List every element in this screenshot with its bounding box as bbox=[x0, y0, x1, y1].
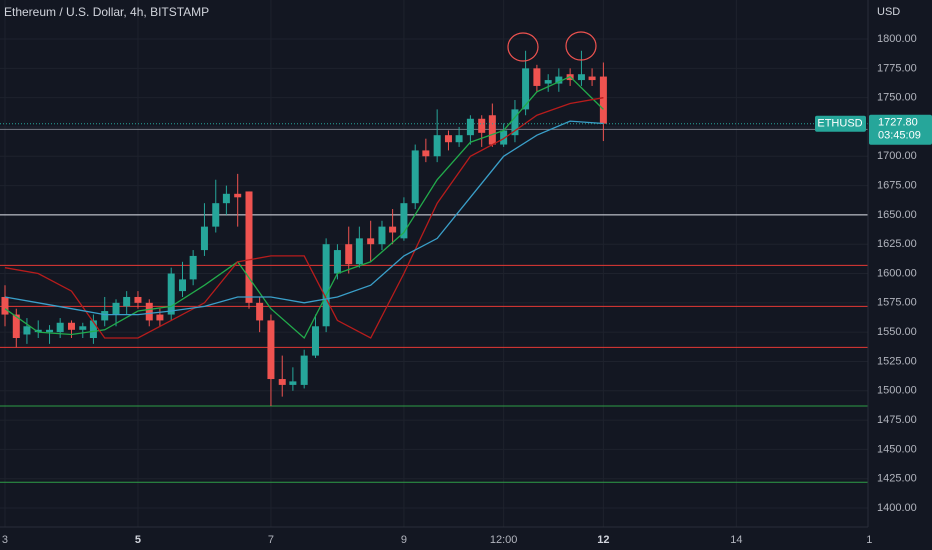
x-tick-label: 12 bbox=[597, 534, 609, 546]
x-tick-label: 3 bbox=[2, 534, 8, 546]
candle-body bbox=[189, 255, 197, 280]
x-tick-label: 7 bbox=[268, 534, 274, 546]
currency: USD bbox=[877, 6, 900, 18]
candle-body bbox=[145, 302, 153, 321]
candle-body bbox=[56, 322, 64, 333]
y-tick-label: 1400.00 bbox=[877, 502, 917, 514]
candle-body bbox=[478, 118, 486, 133]
candle-body bbox=[67, 322, 75, 330]
candle-body bbox=[466, 118, 474, 136]
candle-body bbox=[500, 130, 508, 145]
candle-body bbox=[179, 279, 187, 292]
candle-body bbox=[23, 326, 31, 335]
plot bbox=[0, 50, 868, 483]
y-tick-label: 1525.00 bbox=[877, 355, 917, 367]
candle-body bbox=[311, 326, 319, 356]
x-tick-label: 12:00 bbox=[490, 534, 518, 546]
candle-body bbox=[101, 311, 109, 321]
candle-body bbox=[134, 296, 142, 303]
candle-body bbox=[212, 203, 220, 227]
candle-body bbox=[533, 68, 541, 86]
y-tick-label: 1550.00 bbox=[877, 326, 917, 338]
candle-body bbox=[577, 74, 585, 81]
candle-body bbox=[222, 193, 230, 204]
candle-body bbox=[411, 150, 419, 204]
y-tick-label: 1500.00 bbox=[877, 385, 917, 397]
symbol-tag-bg bbox=[815, 115, 866, 132]
y-tick-label: 1600.00 bbox=[877, 267, 917, 279]
candle-body bbox=[46, 329, 54, 333]
time-axis bbox=[0, 527, 868, 550]
price-tag: 1727.80 bbox=[878, 117, 918, 129]
candle-body bbox=[89, 320, 97, 339]
candle-body bbox=[245, 191, 253, 303]
ma-line bbox=[4, 97, 604, 339]
candle-body bbox=[588, 76, 596, 81]
candle-body bbox=[378, 226, 386, 245]
candle-body bbox=[34, 329, 42, 333]
symbol-tag: ETHUSD bbox=[817, 118, 862, 130]
candle-body bbox=[522, 68, 530, 110]
ma-line bbox=[4, 120, 604, 316]
candle-body bbox=[422, 150, 430, 157]
candle-body bbox=[12, 314, 20, 339]
x-tick-label: 1 bbox=[866, 534, 872, 546]
y-tick-label: 1675.00 bbox=[877, 179, 917, 191]
y-tick-label: 1800.00 bbox=[877, 33, 917, 45]
candle-body bbox=[267, 320, 275, 380]
y-tick-label: 1575.00 bbox=[877, 297, 917, 309]
candle-body bbox=[433, 135, 441, 157]
candle-body bbox=[256, 302, 264, 321]
candle-body bbox=[345, 244, 353, 265]
chart-title: Ethereum / U.S. Dollar, 4h, BITSTAMP bbox=[4, 5, 209, 19]
candle-body bbox=[112, 302, 120, 315]
y-tick-label: 1450.00 bbox=[877, 443, 917, 455]
annotation-circle bbox=[565, 31, 597, 61]
candle-body bbox=[389, 226, 397, 233]
price-tag-bg bbox=[869, 114, 932, 145]
candle-body bbox=[79, 326, 87, 330]
ma-line bbox=[4, 75, 604, 340]
candle-body bbox=[156, 314, 164, 321]
y-tick-label: 1750.00 bbox=[877, 92, 917, 104]
candle-body bbox=[455, 135, 463, 143]
y-tick-label: 1775.00 bbox=[877, 62, 917, 74]
x-tick-label: 5 bbox=[135, 534, 141, 546]
candle-body bbox=[123, 296, 131, 307]
x-tick-label: 9 bbox=[401, 534, 407, 546]
candle-body bbox=[200, 226, 208, 251]
annotation-circle bbox=[507, 32, 539, 62]
candle-body bbox=[289, 381, 297, 385]
candle-body bbox=[1, 296, 9, 315]
candle-body bbox=[444, 135, 452, 143]
candle-body bbox=[511, 109, 519, 136]
y-tick-label: 1475.00 bbox=[877, 414, 917, 426]
y-tick-label: 1425.00 bbox=[877, 473, 917, 485]
candle-body bbox=[367, 238, 375, 245]
candle-body bbox=[488, 115, 496, 145]
candle-body bbox=[400, 203, 408, 239]
candle-body bbox=[322, 244, 330, 327]
candle-body bbox=[300, 355, 308, 385]
candle-body bbox=[599, 76, 607, 124]
y-tick-label: 1625.00 bbox=[877, 238, 917, 250]
candle-body bbox=[167, 273, 175, 315]
candle-body bbox=[278, 379, 286, 385]
price-axis bbox=[868, 0, 932, 550]
axes: 1400.00 1425.00 1450.00 1475.00 1500.00 1525.… bbox=[2, 33, 932, 546]
candle-body bbox=[544, 80, 552, 84]
y-tick-label: 1700.00 bbox=[877, 150, 917, 162]
candle-body bbox=[355, 238, 363, 265]
candle-body bbox=[555, 76, 563, 84]
x-tick-label: 14 bbox=[730, 534, 742, 546]
countdown: 03:45:09 bbox=[878, 130, 921, 142]
y-tick-label: 1650.00 bbox=[877, 209, 917, 221]
candle-body bbox=[234, 193, 242, 198]
candle-body bbox=[333, 250, 341, 274]
